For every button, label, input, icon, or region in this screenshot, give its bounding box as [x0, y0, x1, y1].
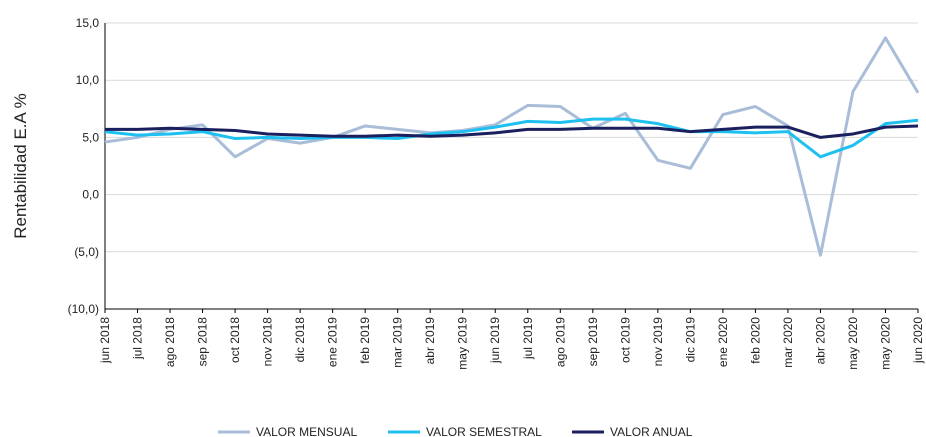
legend-label: VALOR ANUAL	[610, 425, 693, 437]
x-tick-label: nov 2018	[261, 317, 275, 367]
x-tick-label: nov 2019	[651, 317, 665, 367]
x-tick-label: jun 2018	[98, 317, 112, 364]
x-tick-label: abr 2019	[423, 317, 437, 365]
series-line	[104, 117, 919, 159]
series-line	[105, 124, 919, 139]
x-tick-label: dic 2019	[683, 317, 697, 363]
x-tick-label: feb 2019	[358, 317, 372, 364]
x-tick-label: ago 2019	[553, 317, 567, 367]
y-axis-label: Rentabilidad E.A %	[11, 93, 30, 239]
x-tick-label: abr 2020	[813, 317, 827, 365]
x-tick-label: may 2020	[878, 317, 892, 370]
x-tick-label: oct 2018	[228, 317, 242, 363]
x-tick-label: mar 2020	[781, 317, 795, 368]
legend-label: VALOR SEMESTRAL	[426, 425, 542, 437]
x-tick-label: may 2019	[456, 317, 470, 370]
x-tick-label: jul 2019	[521, 317, 535, 360]
y-tick-label: (10,0)	[68, 302, 99, 316]
y-tick-label: (5,0)	[74, 245, 99, 259]
x-tick-label: ago 2018	[163, 317, 177, 367]
x-tick-label: jun 2020	[911, 317, 925, 364]
y-tick-label: 15,0	[76, 16, 100, 30]
x-tick-label: jul 2018	[131, 317, 145, 360]
x-tick-label: dic 2018	[293, 317, 307, 363]
x-tick-label: jun 2019	[488, 317, 502, 364]
y-tick-label: 10,0	[76, 73, 100, 87]
x-tick-label: feb 2020	[748, 317, 762, 364]
x-tick-label: oct 2019	[618, 317, 632, 363]
x-tick-label: sep 2018	[196, 317, 210, 367]
x-tick-label: ene 2019	[326, 317, 340, 367]
legend-label: VALOR MENSUAL	[256, 425, 357, 437]
y-tick-label: 5,0	[82, 130, 99, 144]
x-tick-label: sep 2019	[586, 317, 600, 367]
x-tick-label: mar 2019	[391, 317, 405, 368]
y-tick-label: 0,0	[82, 188, 99, 202]
series-line	[104, 36, 920, 257]
x-tick-label: may 2020	[846, 317, 860, 370]
x-tick-label: ene 2020	[716, 317, 730, 367]
